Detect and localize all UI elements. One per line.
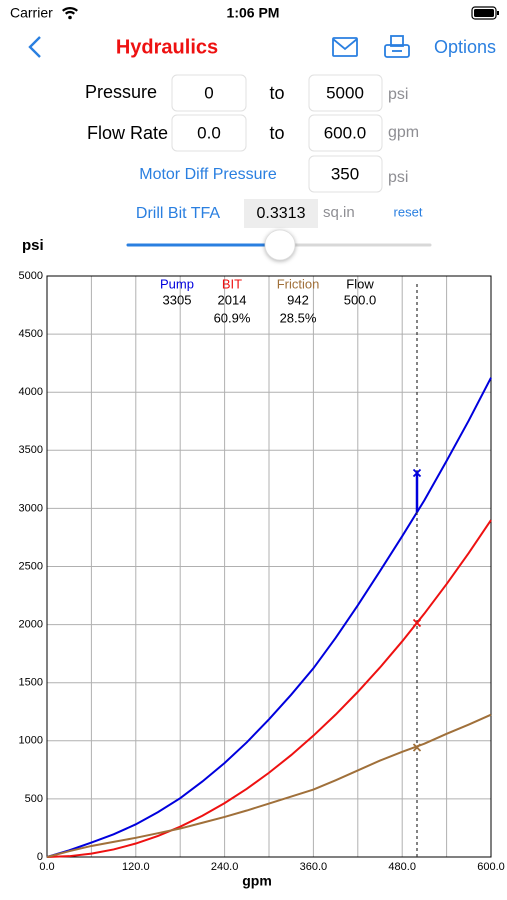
readout-value: 3305 — [163, 292, 192, 307]
wifi-icon — [62, 6, 78, 20]
tfa-value: 0.3313 — [257, 205, 306, 222]
motor-unit: psi — [388, 169, 408, 186]
reset-button[interactable]: reset — [394, 204, 423, 219]
y-tick-label: 2500 — [19, 560, 43, 572]
print-button[interactable] — [384, 35, 410, 58]
y-tick-label: 4000 — [19, 386, 43, 398]
flow-label: Flow Rate — [87, 123, 168, 143]
flow-to-field[interactable] — [308, 114, 383, 152]
y-tick-label: 500 — [25, 793, 43, 805]
y-tick-label: 1000 — [19, 735, 43, 747]
motor-label[interactable]: Motor Diff Pressure — [139, 166, 277, 183]
x-tick-label: 600.0 — [477, 861, 505, 873]
tfa-label[interactable]: Drill Bit TFA — [136, 205, 220, 222]
legend-entry: Pump — [160, 276, 194, 291]
x-tick-label: 360.0 — [300, 861, 328, 873]
readout-name: Flow — [346, 276, 374, 291]
readout-value: 942 — [287, 292, 309, 307]
x-tick-label: 120.0 — [122, 861, 150, 873]
readout-value: 2014 — [218, 292, 247, 307]
readout-percent: 60.9% — [214, 310, 251, 325]
pressure-to: 5000 — [326, 83, 364, 102]
options-button[interactable]: Options — [434, 37, 496, 57]
x-tick-label: 240.0 — [211, 861, 239, 873]
motor-field[interactable] — [308, 155, 383, 193]
mail-button[interactable] — [332, 37, 358, 57]
y-axis-title: psi — [22, 237, 44, 254]
carrier: Carrier — [10, 5, 53, 21]
flow-from-field[interactable] — [171, 114, 247, 152]
readout-marker — [412, 468, 422, 478]
flow-unit: gpm — [388, 124, 419, 141]
back-button[interactable] — [28, 36, 41, 58]
legend-entry: BIT — [222, 276, 242, 291]
readout-marker — [412, 743, 422, 752]
y-tick-label: 2000 — [19, 619, 43, 631]
flow-to: 600.0 — [324, 123, 367, 142]
x-tick-label: 480.0 — [388, 861, 416, 873]
flow-from: 0.0 — [197, 123, 221, 142]
y-tick-label: 1500 — [19, 677, 43, 689]
pressure-label: Pressure — [85, 82, 157, 102]
y-tick-label: 4500 — [19, 328, 43, 340]
x-axis-title: gpm — [242, 873, 272, 889]
clock: 1:06 PM — [227, 5, 280, 21]
y-tick-label: 5000 — [19, 270, 43, 282]
y-tick-label: 0 — [37, 851, 43, 863]
readout-percent: 28.5% — [280, 310, 317, 325]
tfa-field — [244, 199, 318, 228]
y-tick-label: 3500 — [19, 444, 43, 456]
tfa-unit: sq.in — [323, 204, 355, 221]
pressure-from-field[interactable] — [171, 74, 247, 112]
pressure-to-field[interactable] — [308, 74, 383, 112]
y-tick-label: 3000 — [19, 502, 43, 514]
plot: 0 500 1000 1500 2000 2500 3000 3500 4000 4500 5000… — [19, 270, 505, 873]
plot-border — [46, 275, 492, 858]
to-word: to — [269, 83, 284, 103]
battery-icon — [471, 6, 499, 20]
motor-value: 350 — [331, 164, 359, 183]
legend-entry: Friction — [277, 276, 320, 291]
readout-marker — [412, 618, 422, 628]
to-word: to — [269, 123, 284, 143]
tfa-slider[interactable] — [126, 229, 432, 261]
pressure-from: 0 — [204, 83, 213, 102]
x-tick-label: 0.0 — [39, 861, 54, 873]
pressure-unit: psi — [388, 86, 408, 103]
nav-title: Hydraulics — [116, 36, 218, 58]
readout-flow: 500.0 — [344, 292, 377, 307]
